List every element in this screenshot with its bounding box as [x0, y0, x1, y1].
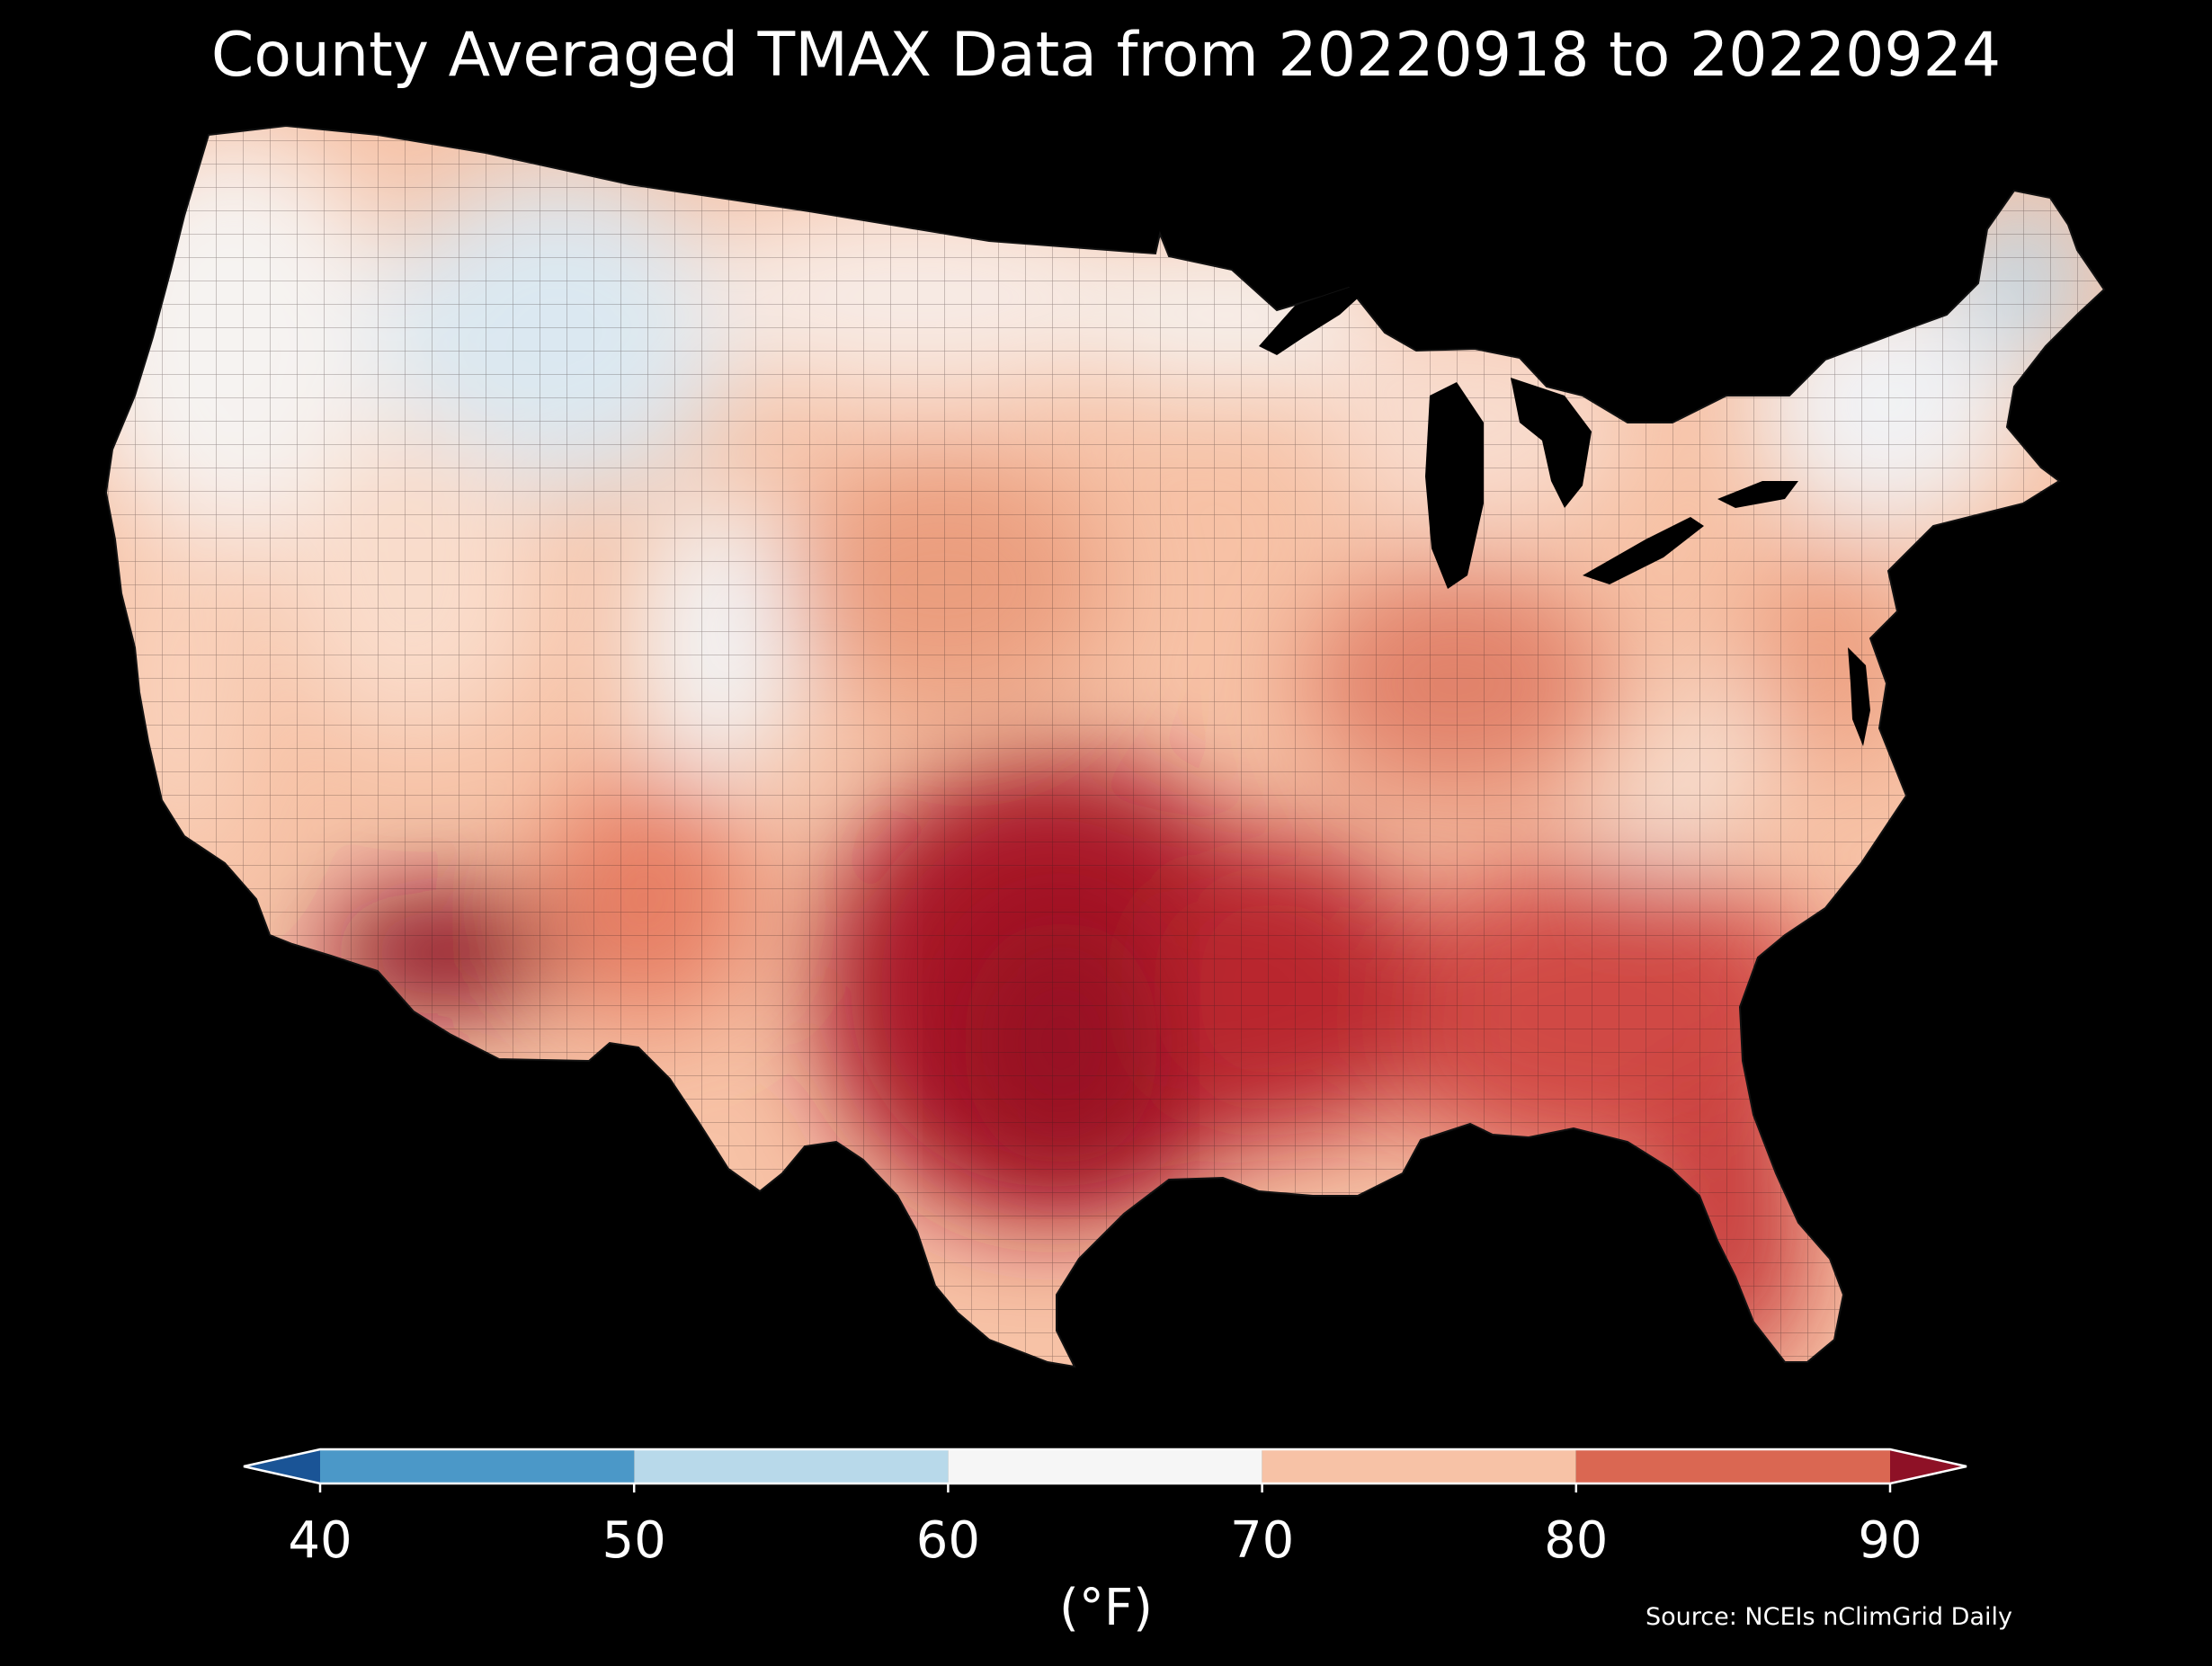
colorbar-tick-label: 50	[602, 1511, 666, 1570]
colorbar-extend-max	[1890, 1449, 1967, 1483]
us-outline	[104, 124, 2106, 1368]
colorbar-extend-min	[244, 1449, 320, 1483]
colorbar-tick-label: 60	[915, 1511, 981, 1570]
lake-ontario	[1717, 481, 1798, 508]
great-lakes	[1259, 286, 1870, 746]
lake-superior	[1259, 286, 1371, 355]
colorbar-tick-label: 40	[288, 1511, 352, 1570]
colorbar-bin	[634, 1449, 949, 1483]
colorbar-tick-label: 70	[1229, 1511, 1295, 1570]
colorbar-bin	[948, 1449, 1262, 1483]
colorbar-bin	[1262, 1449, 1576, 1483]
colorbar-unit-label: (°F)	[1059, 1579, 1153, 1637]
colorbar-bin	[1575, 1449, 1890, 1483]
chart-title: County Averaged TMAX Data from 20220918 …	[210, 20, 2002, 91]
colorbar-bin	[320, 1449, 635, 1483]
source-attribution: Source: NCEIs nClimGrid Daily	[1646, 1603, 2012, 1631]
colorbar-tick-label: 90	[1858, 1511, 1922, 1570]
chesapeake-bay	[1848, 647, 1870, 746]
lake-michigan	[1425, 382, 1484, 589]
lake-erie	[1583, 517, 1704, 584]
colorbar-tick-label: 80	[1544, 1511, 1609, 1570]
lake-huron	[1511, 378, 1592, 508]
